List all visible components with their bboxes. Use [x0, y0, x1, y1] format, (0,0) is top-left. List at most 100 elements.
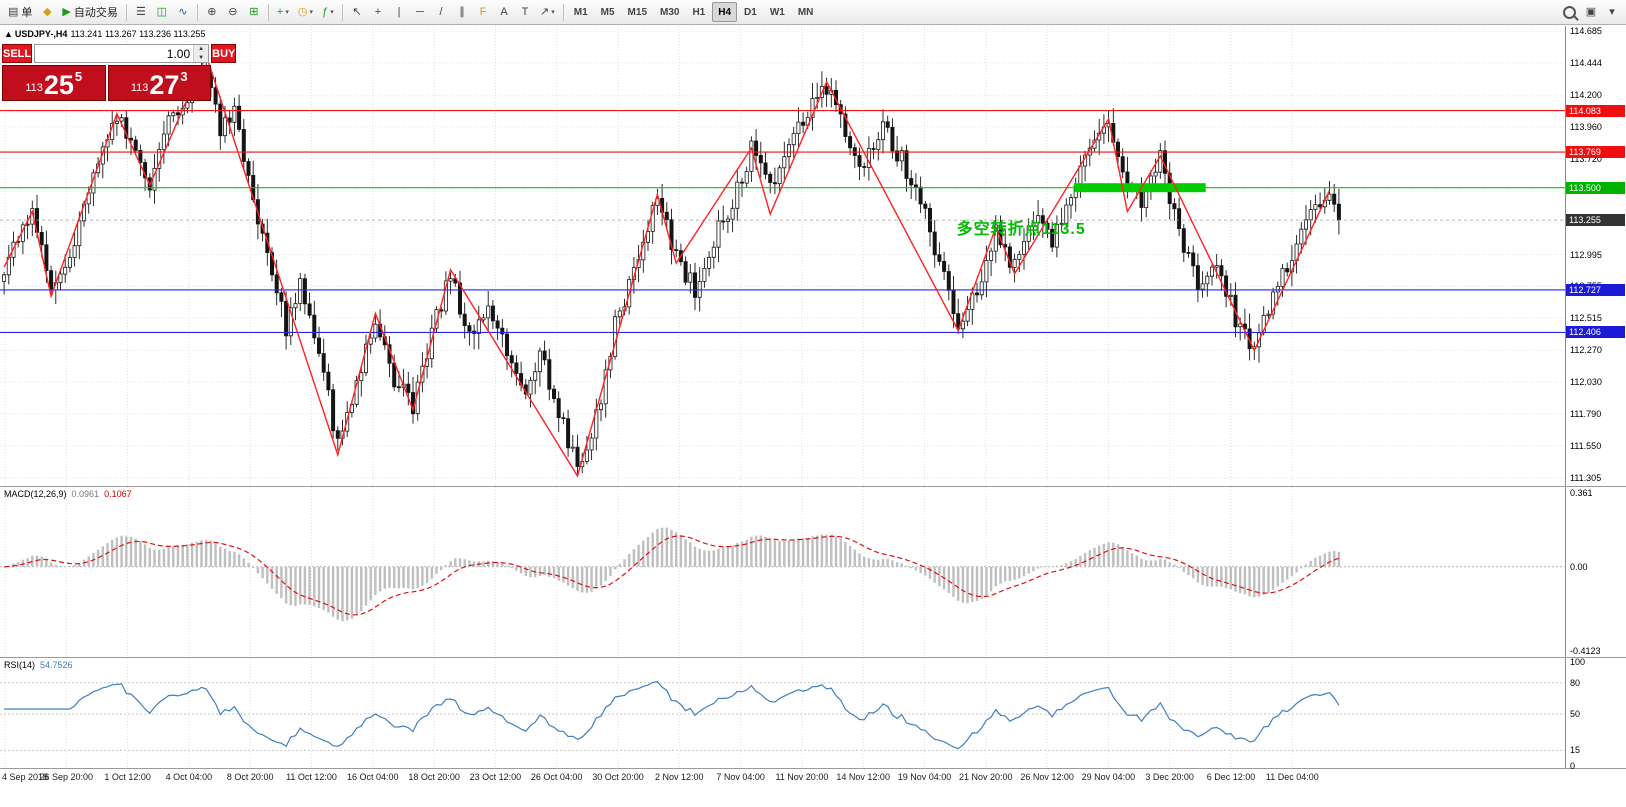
zoom-out-icon: ⊖	[228, 5, 238, 18]
toolbar-separator	[267, 3, 269, 21]
timeframe-d1-button[interactable]: D1	[738, 2, 763, 22]
rsi-label: RSI(14) 54.7526	[4, 660, 73, 670]
trendline-icon: /	[439, 5, 443, 18]
new-order-button[interactable]: ▤ 单	[4, 2, 36, 22]
chart-annotation: 多空转折点113.5	[956, 220, 1086, 238]
toolbar-separator	[342, 3, 343, 21]
symbol-title: USDJPY-,H4	[14, 29, 68, 39]
time-axis[interactable]	[0, 769, 1626, 807]
buy-button[interactable]: BUY	[211, 44, 237, 63]
macd-panel-canvas[interactable]	[0, 487, 1565, 657]
line-chart-button[interactable]: ∿	[173, 2, 193, 22]
horizontal-line-button[interactable]: ─	[410, 2, 430, 22]
zoom-in-icon: ⊕	[207, 5, 217, 18]
macd-label: MACD(12,26,9) 0.0961 0.1067	[4, 489, 132, 499]
dropdown-arrow-icon: ▾	[551, 9, 555, 16]
sell-button[interactable]: SELL	[2, 44, 33, 63]
sell-price-pips: 25	[43, 70, 74, 100]
timeframe-m5-button[interactable]: M5	[595, 2, 621, 22]
vertical-line-icon: |	[397, 5, 401, 18]
zoom-in-button[interactable]: ⊕	[202, 2, 222, 22]
profiles-icon: ◷	[297, 5, 308, 18]
windows-button[interactable]: ▣	[1581, 2, 1601, 22]
volume-box: ▲ ▼	[34, 44, 210, 63]
timeframe-h1-button[interactable]: H1	[686, 2, 711, 22]
timeframe-w1-button[interactable]: W1	[764, 2, 791, 22]
toolbar-menu-button[interactable]: ▾	[1602, 2, 1622, 22]
autotrade-label: 自动交易	[73, 7, 118, 19]
panel-divider[interactable]	[0, 486, 1626, 487]
timeframe-mn-button[interactable]: MN	[792, 2, 820, 22]
buy-price-pipette: 3	[180, 69, 188, 84]
autotrade-button[interactable]: ▶ 自动交易	[58, 2, 121, 22]
text-label-button[interactable]: T	[515, 2, 535, 22]
dropdown-arrow-icon: ▾	[285, 9, 289, 16]
new-chart-icon: +	[276, 5, 284, 18]
rsi-value: 54.7526	[40, 660, 73, 670]
dropdown-arrow-icon: ▾	[330, 9, 334, 16]
new-order-label: 单	[21, 7, 33, 19]
tile-windows-icon: ⊞	[249, 5, 259, 18]
timeframe-m30-button[interactable]: M30	[654, 2, 685, 22]
arrows-icon: ↗	[540, 5, 550, 18]
buy-price-pips: 27	[149, 70, 180, 100]
dropdown-arrow-icon: ▾	[309, 9, 313, 16]
main-chart-canvas[interactable]	[0, 26, 1565, 486]
zoom-out-button[interactable]: ⊖	[223, 2, 243, 22]
sell-price-pipette: 5	[74, 69, 83, 84]
metaeditor-button[interactable]: ◆	[37, 2, 57, 22]
volume-spinner: ▲ ▼	[193, 45, 209, 62]
crosshair-icon: +	[374, 5, 382, 18]
indicators-icon: ƒ	[322, 5, 329, 18]
text-icon: A	[500, 5, 508, 18]
crosshair-button[interactable]: +	[368, 2, 388, 22]
macd-name: MACD(12,26,9)	[4, 489, 67, 499]
volume-input[interactable]	[35, 45, 194, 62]
fibonacci-icon: F	[479, 5, 487, 18]
chart-header: ▲ USDJPY-,H4 113.241 113.267 113.236 113.2…	[4, 29, 205, 39]
rsi-name: RSI(14)	[4, 660, 36, 670]
buy-price-button[interactable]: 113 27 3	[107, 65, 211, 101]
windows-icon: ▣	[1585, 5, 1597, 18]
search-button[interactable]	[1559, 2, 1580, 22]
sell-price-prefix: 113	[25, 82, 43, 94]
sell-price-button[interactable]: 113 25 5	[2, 65, 106, 101]
cursor-button[interactable]: ↖	[347, 2, 367, 22]
search-icon	[1563, 5, 1576, 19]
tile-windows-button[interactable]: ⊞	[244, 2, 264, 22]
macd-main-value: 0.0961	[71, 489, 100, 499]
candlestick-chart-button[interactable]: ◫	[152, 2, 172, 22]
timeframe-h4-button[interactable]: H4	[712, 2, 738, 22]
volume-up-icon[interactable]: ▲	[194, 45, 209, 54]
profiles-button[interactable]: ◷ ▾	[294, 2, 317, 22]
panel-divider	[0, 768, 1626, 769]
channel-button[interactable]: ∥	[452, 2, 472, 22]
toolbar-separator	[562, 3, 564, 21]
rsi-panel-canvas[interactable]	[0, 658, 1565, 768]
new-order-icon: ▤	[8, 5, 19, 18]
one-click-trading-panel: SELL ▲ ▼ BUY 113 25 5 113 27 3	[2, 44, 237, 101]
autotrade-play-icon: ▶	[62, 5, 71, 18]
toolbar-separator	[125, 3, 127, 21]
collapse-icon[interactable]: ▲	[4, 29, 13, 39]
macd-signal-value: 0.1067	[104, 489, 132, 499]
arrows-button[interactable]: ↗ ▾	[536, 2, 559, 22]
vertical-line-button[interactable]: |	[389, 2, 409, 22]
channel-icon: ∥	[459, 5, 465, 18]
main-toolbar: ▤ 单 ◆ ▶ 自动交易 ☰ ◫ ∿ ⊕ ⊖ ⊞ + ▾ ◷ ▾ ƒ ▾ ↖ + | …	[0, 0, 1626, 25]
line-chart-icon: ∿	[178, 5, 188, 18]
trendline-button[interactable]: /	[431, 2, 451, 22]
panel-divider[interactable]	[0, 657, 1626, 658]
text-button[interactable]: A	[494, 2, 514, 22]
indicators-button[interactable]: ƒ ▾	[318, 2, 338, 22]
timeframe-m1-button[interactable]: M1	[568, 2, 594, 22]
bar-chart-button[interactable]: ☰	[131, 2, 151, 22]
horizontal-line-icon: ─	[416, 5, 424, 18]
volume-down-icon[interactable]: ▼	[194, 53, 209, 62]
fibonacci-button[interactable]: F	[473, 2, 493, 22]
timeframe-m15-button[interactable]: M15	[622, 2, 653, 22]
candlestick-icon: ◫	[156, 5, 168, 18]
new-chart-button[interactable]: + ▾	[273, 2, 293, 22]
toolbar-separator	[196, 3, 198, 21]
